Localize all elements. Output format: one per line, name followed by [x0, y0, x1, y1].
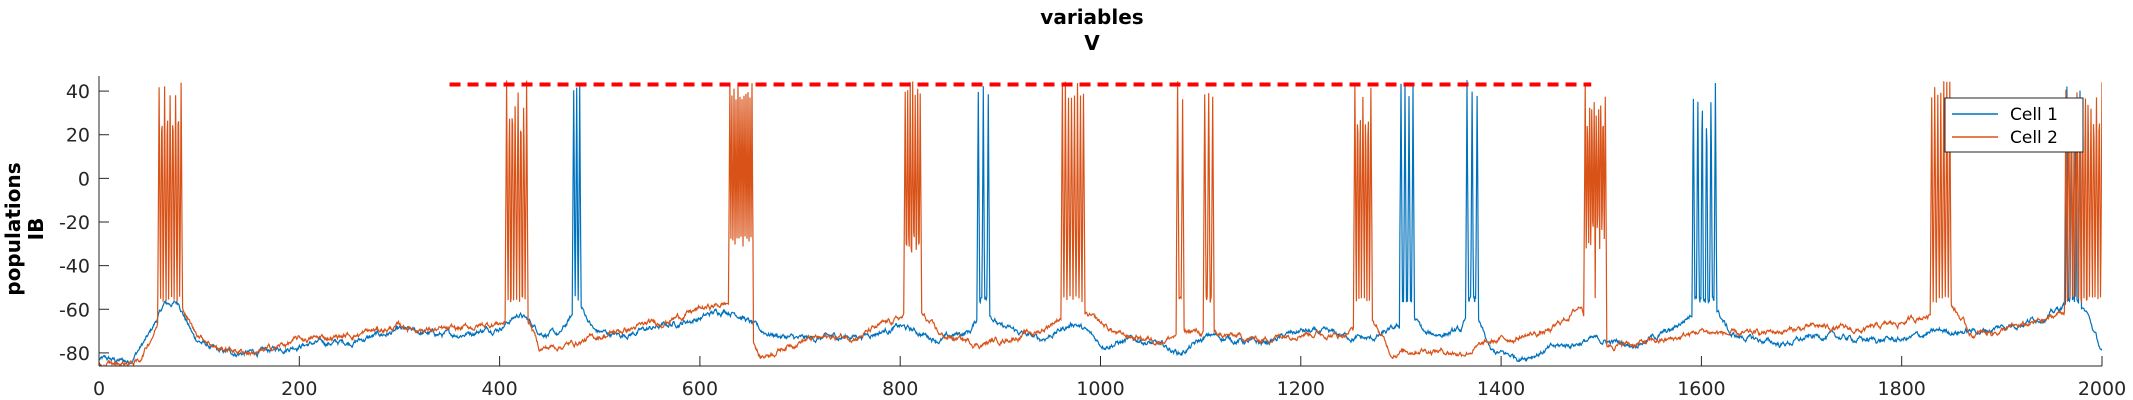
y-tick-label: 20: [66, 125, 90, 147]
legend-label-cell-1: Cell 1: [2010, 105, 2058, 125]
y-tick-label: -20: [59, 212, 90, 234]
x-tick-label: 1000: [1076, 378, 1124, 400]
x-tick-label: 1800: [1878, 378, 1926, 400]
y-tick-label: 40: [66, 81, 90, 103]
x-tick-label: 600: [682, 378, 718, 400]
y-tick-label: 0: [78, 168, 90, 190]
y-axis-label: populations: [1, 162, 25, 295]
x-tick-label: 200: [281, 378, 317, 400]
series-line-cell-1: [99, 80, 2102, 366]
x-tick-label: 0: [93, 378, 105, 400]
y-tick-label: -80: [59, 343, 90, 365]
legend-label-cell-2: Cell 2: [2010, 128, 2058, 148]
chart-title: variables: [1040, 5, 1143, 29]
series-line-cell-2: [99, 80, 2102, 366]
y-tick-label: -40: [59, 256, 90, 278]
chart-subtitle: V: [1084, 31, 1100, 55]
x-tick-label: 2000: [2078, 378, 2126, 400]
y-axis-label-2: IB: [24, 218, 48, 241]
x-tick-label: 1400: [1477, 378, 1525, 400]
legend: Cell 1 Cell 2: [1944, 97, 2084, 153]
plot-area: [99, 80, 2102, 366]
y-tick-label: -60: [59, 299, 90, 321]
x-tick-label: 1200: [1277, 378, 1325, 400]
x-tick-label: 800: [882, 378, 918, 400]
axis-ticks: 0 200 400 600 800 1000 1200 1400 1600 1800 2000402…: [59, 76, 2126, 400]
x-tick-label: 400: [481, 378, 517, 400]
x-tick-label: 1600: [1677, 378, 1725, 400]
